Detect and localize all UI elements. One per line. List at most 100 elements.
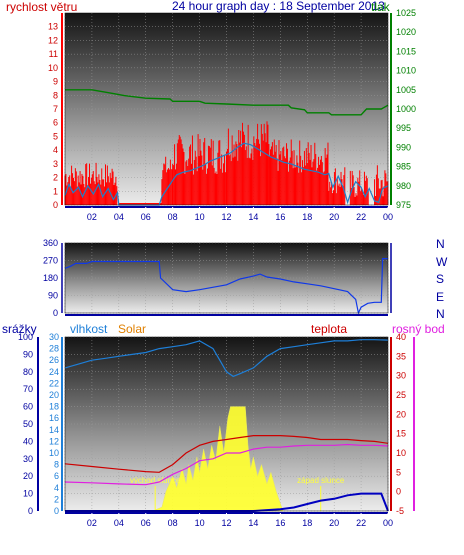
rain-tick-label: 80 [23,367,33,377]
x-tick-label: 20 [329,212,339,222]
rain-tick-label: 50 [23,419,33,429]
direction-series-line [64,258,388,315]
x-tick-label: 00 [383,518,393,528]
wind-direction-lines [64,258,388,315]
x-tick-label: 12 [221,212,231,222]
humidity-series-line [64,339,389,378]
compass-label: W [436,255,448,269]
temperature-tick-label: 35 [396,351,406,361]
wind-speed-axis-title: rychlost větru [6,0,77,14]
pressure-tick-label: 1015 [396,46,416,56]
direction-tick-label: 0 [53,308,58,318]
rain-tick-label: 30 [23,454,33,464]
rain-tick-label: 60 [23,402,33,412]
wind-speed-tick-label: 13 [48,22,58,32]
wind-speed-tick-label: 8 [53,90,58,100]
x-tick-label: 04 [114,212,124,222]
gust-series-line [64,142,389,206]
chart-title: 24 hour graph day : 18 September 2013 [172,0,385,13]
x-tick-label: 10 [195,518,205,528]
humidity-tick-label: 2 [54,494,59,504]
x-tick-label: 08 [168,212,178,222]
humidity-tick-label: 18 [49,402,59,412]
rain-axis-title: srážky [2,322,37,336]
humidity-tick-label: 12 [49,436,59,446]
humidity-tick-label: 6 [54,471,59,481]
solar-axis-title: Solar [118,322,146,336]
wind-direction-plot-area [65,243,388,313]
humidity-axis-title: vlhkost [70,322,108,336]
humidity-tick-label: 30 [49,332,59,342]
humidity-tick-label: 24 [49,367,59,377]
wind-speed-tick-label: 11 [49,49,58,59]
humidity-tick-label: 4 [54,483,59,493]
x-tick-label: 22 [356,518,366,528]
humidity-tick-label: 8 [54,460,59,470]
rain-humidity-lines: východ slunce západ slunce [64,339,389,512]
temperature-tick-label: 40 [396,332,406,342]
direction-tick-label: 180 [43,273,58,283]
wind-speed-tick-label: 5 [53,131,58,141]
compass-label: N [436,307,445,321]
compass-label: E [436,290,444,304]
humidity-tick-label: 10 [49,448,59,458]
x-tick-label: 02 [87,518,97,528]
rain-tick-label: 70 [23,384,33,394]
x-tick-label: 06 [141,212,151,222]
wind-speed-tick-label: 9 [53,77,58,87]
plot-frame [64,336,389,512]
humidity-tick-label: 22 [49,378,59,388]
solar-fill [152,406,322,512]
pressure-series-line [65,89,389,116]
x-tick-label: 06 [141,518,151,528]
x-tick-label: 00 [383,212,393,222]
temperature-tick-label: 10 [396,448,406,458]
x-tick-label: 14 [248,212,258,222]
temperature-tick-label: 20 [396,409,406,419]
wind-speed-tick-label: 7 [53,104,58,114]
humidity-tick-label: 20 [49,390,59,400]
x-tick-label: 16 [275,518,285,528]
x-tick-label: 18 [302,518,312,528]
wind-speed-tick-label: 10 [48,63,58,73]
humidity-tick-label: 16 [49,413,59,423]
sunrise-label: východ slunce [130,476,181,485]
temperature-tick-label: 0 [396,487,401,497]
wind-speed-tick-label: 0 [53,200,58,210]
plot-frame [64,12,389,206]
sunset-label: západ slunce [297,476,345,485]
direction-tick-label: 270 [43,256,58,266]
wind-speed-tick-label: 12 [48,35,58,45]
temperature-series-line [64,435,389,473]
pressure-tick-label: 980 [396,181,411,191]
x-tick-label: 10 [195,212,205,222]
wind-speed-tick-label: 4 [53,145,58,155]
humidity-tick-label: 26 [49,355,59,365]
compass-label: S [436,272,444,286]
pressure-tick-label: 1020 [396,27,416,37]
pressure-tick-label: 995 [396,123,411,133]
wind-speed-tick-label: 2 [53,173,58,183]
humidity-tick-label: 14 [49,425,59,435]
direction-tick-label: 360 [43,238,58,248]
solar-area [152,406,284,512]
rain-tick-label: 0 [28,506,33,516]
temperature-tick-label: 25 [396,390,406,400]
pressure-tick-label: 1005 [396,85,416,95]
pressure-tick-label: 975 [396,200,411,210]
humidity-tick-label: 28 [49,344,59,354]
x-tick-label: 16 [275,212,285,222]
temperature-tick-label: 5 [396,467,401,477]
pressure-tick-label: 985 [396,162,411,172]
x-tick-label: 20 [329,518,339,528]
temperature-tick-label: 30 [396,371,406,381]
wind-pressure-axes: 0123456789101112139759809859909951000100… [48,8,416,222]
x-tick-label: 02 [87,212,97,222]
pressure-tick-label: 1010 [396,66,416,76]
wind-speed-tick-label: 6 [53,118,58,128]
rain-tick-label: 10 [23,489,33,499]
x-tick-label: 12 [221,518,231,528]
direction-tick-label: 90 [48,291,58,301]
